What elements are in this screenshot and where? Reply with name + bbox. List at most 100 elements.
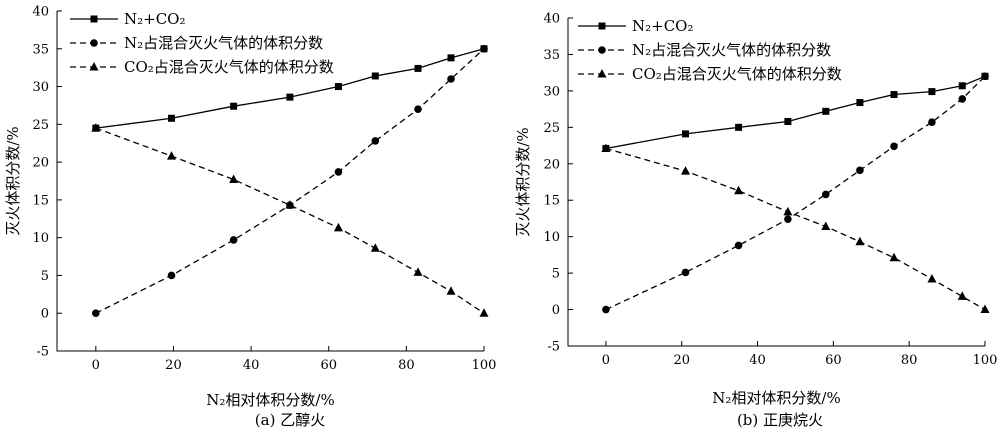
data-point: [783, 206, 793, 216]
series-line: [95, 127, 485, 314]
x-tick-label: 80: [901, 353, 918, 368]
x-tick-label: 40: [243, 358, 260, 373]
data-point: [928, 118, 936, 127]
y-tick-label: 30: [32, 80, 49, 95]
legend-label: N₂+CO₂: [124, 10, 186, 28]
y-tick-label: 15: [543, 194, 560, 209]
data-point: [371, 72, 379, 80]
data-point: [446, 286, 456, 295]
legend-marker: [598, 46, 606, 54]
x-tick-label: 40: [749, 353, 766, 368]
data-point: [821, 190, 830, 199]
data-point: [333, 222, 343, 232]
legend-marker: [598, 22, 606, 30]
legend-entry: CO₂占混合灭火气体的体积分数: [70, 58, 334, 76]
chart-caption: (b) 正庚烷火: [737, 411, 823, 429]
legend-label: CO₂占混合灭火气体的体积分数: [124, 58, 334, 76]
data-point: [447, 54, 455, 62]
data-point: [371, 137, 380, 145]
legend-label: CO₂占混合灭火气体的体积分数: [632, 65, 842, 83]
data-point: [370, 243, 380, 252]
legend-marker: [597, 69, 607, 78]
y-tick-label: 20: [32, 156, 49, 171]
y-tick-label: 35: [543, 48, 560, 63]
legend-label: N₂占混合灭火气体的体积分数: [124, 34, 323, 52]
series-line: [605, 75, 986, 311]
x-tick-label: 20: [165, 358, 182, 373]
data-point: [92, 309, 100, 318]
data-point: [980, 304, 990, 314]
data-point: [286, 93, 294, 101]
y-tick-label: 40: [543, 12, 560, 27]
data-point: [447, 75, 455, 83]
series-square: [602, 72, 989, 152]
data-point: [414, 64, 422, 72]
series-triangle: [601, 143, 990, 314]
data-point: [229, 236, 238, 244]
series-line: [605, 147, 986, 311]
data-point: [285, 200, 295, 209]
data-point: [735, 123, 743, 131]
data-point: [480, 44, 488, 53]
y-tick-label: 10: [32, 231, 49, 246]
y-tick-label: 30: [543, 84, 560, 99]
data-point: [168, 114, 176, 122]
data-point: [230, 102, 238, 110]
legend-marker: [90, 39, 98, 47]
legend-entry: CO₂占混合灭火气体的体积分数: [578, 65, 842, 83]
data-point: [822, 107, 830, 115]
y-tick-label: 35: [32, 42, 49, 57]
data-point: [479, 308, 489, 317]
legend-entry: N₂+CO₂: [578, 17, 694, 35]
data-point: [821, 221, 831, 230]
data-point: [784, 215, 792, 223]
data-point: [957, 291, 967, 300]
chart-panel-a: -5 0 5 10 15 20 25 30 35 40 0 20 40 60 80 100 N₂相对体积分数/%…: [4, 5, 496, 430]
legend-entry: N₂占混合灭火气体的体积分数: [578, 41, 831, 59]
y-tick-label: 40: [32, 5, 49, 20]
y-tick-label: 25: [32, 118, 49, 133]
data-point: [855, 236, 865, 246]
data-point: [682, 130, 690, 138]
legend-marker: [90, 15, 98, 23]
data-point: [856, 166, 864, 175]
legend-entry: N₂+CO₂: [70, 10, 186, 28]
y-tick-label: 0: [552, 303, 560, 318]
y-tick-label: 5: [41, 269, 49, 284]
series-circle: [602, 72, 989, 314]
data-point: [334, 168, 343, 176]
x-tick-label: 100: [472, 358, 497, 373]
data-point: [958, 82, 966, 90]
data-point: [890, 91, 898, 99]
legend-entry: N₂占混合灭火气体的体积分数: [70, 34, 323, 52]
x-tick-label: 100: [973, 353, 998, 368]
y-tick-label: -5: [547, 340, 560, 355]
x-tick-label: 60: [825, 353, 842, 368]
chart-caption: (a) 乙醇火: [255, 411, 325, 429]
y-axis-label: 灭火体积分数/%: [514, 127, 532, 236]
data-point: [602, 305, 610, 314]
data-point: [91, 123, 101, 132]
x-axis-label: N₂相对体积分数/%: [206, 391, 334, 409]
y-tick-label: 15: [32, 193, 49, 208]
data-point: [167, 271, 176, 280]
data-point: [734, 185, 744, 195]
x-tick-label: 20: [673, 353, 690, 368]
data-point: [928, 88, 936, 96]
data-point: [681, 166, 691, 175]
series-circle: [92, 44, 488, 318]
series-triangle: [91, 123, 489, 317]
y-tick-label: -5: [36, 345, 49, 360]
data-point: [890, 142, 898, 151]
x-tick-label: 60: [320, 358, 337, 373]
data-point: [167, 151, 177, 160]
data-point: [784, 118, 792, 126]
x-tick-label: 80: [398, 358, 415, 373]
data-point: [927, 273, 937, 283]
chart-panel-b: -5 0 5 10 15 20 25 30 35 40 0 20 40 60 80 100 N₂相对体积分数/%…: [514, 12, 997, 430]
legend-label: N₂占混合灭火气体的体积分数: [632, 41, 831, 59]
series-line: [95, 48, 485, 314]
y-tick-label: 20: [543, 157, 560, 172]
legend-marker: [89, 62, 99, 71]
